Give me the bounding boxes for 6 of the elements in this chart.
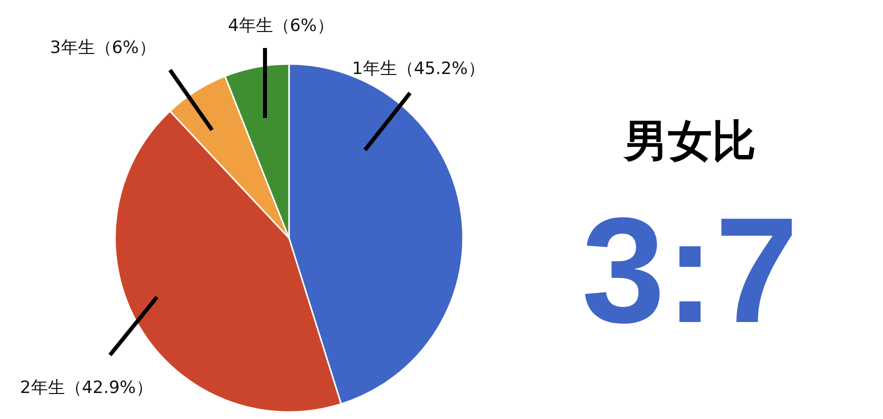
text: 男女比	[622, 116, 756, 167]
slice-label: 2年生（42.9%）	[20, 378, 153, 398]
slice-label: 4年生（6%）	[228, 16, 334, 36]
slice-label: 1年生（45.2%）	[352, 59, 485, 79]
text: 3:7	[582, 186, 798, 354]
slice-label: 3年生（6%）	[50, 38, 156, 58]
